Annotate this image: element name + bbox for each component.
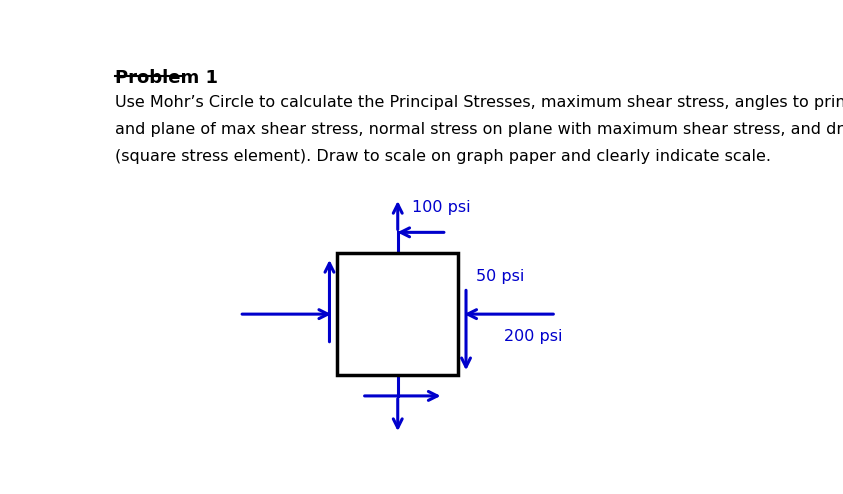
Text: 200 psi: 200 psi [504,329,562,344]
Text: and plane of max shear stress, normal stress on plane with maximum shear stress,: and plane of max shear stress, normal st… [115,122,843,137]
Text: Use Mohr’s Circle to calculate the Principal Stresses, maximum shear stress, ang: Use Mohr’s Circle to calculate the Princ… [115,95,843,111]
Text: 100 psi: 100 psi [412,200,470,215]
Text: Problem 1: Problem 1 [115,69,218,87]
Text: (square stress element). Draw to scale on graph paper and clearly indicate scale: (square stress element). Draw to scale o… [115,149,771,164]
Text: 50 psi: 50 psi [475,269,524,284]
Bar [337,253,459,375]
